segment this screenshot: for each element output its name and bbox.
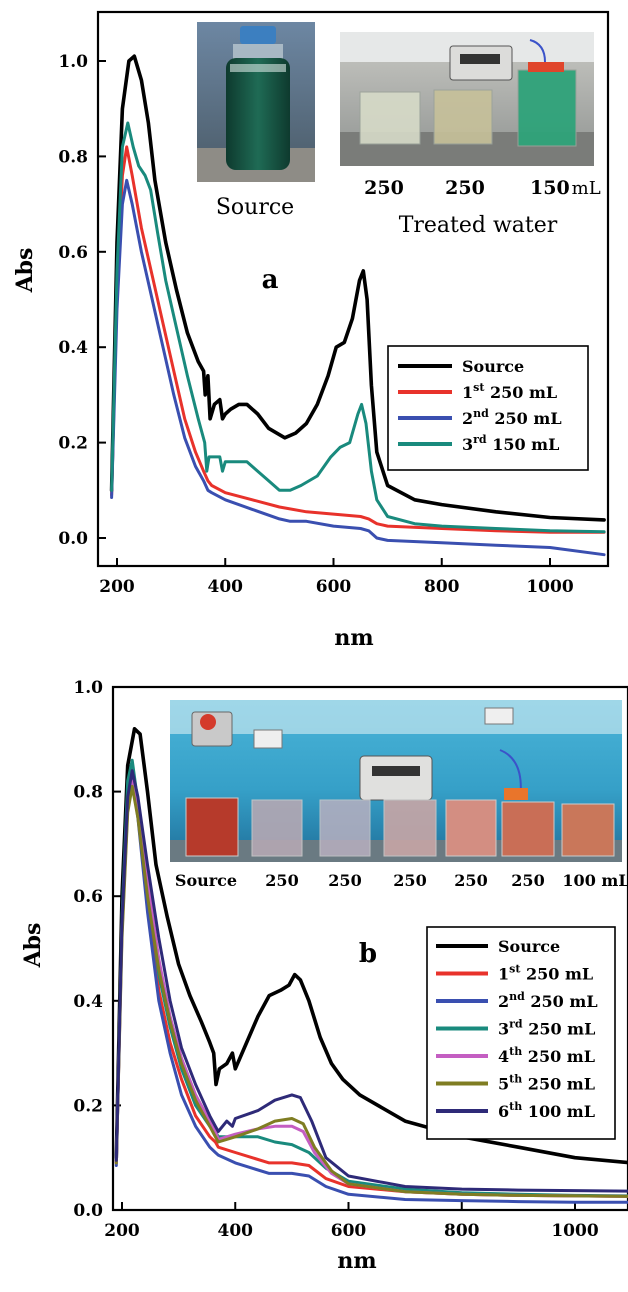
panel-b-axes: 200 400 600 800 1000 0.0 0.2 0.4 0.6 0.8 1.0 Abs nm bbox=[20, 678, 628, 1274]
series-line-2 bbox=[110, 145, 606, 534]
y-tick-label: 0.4 bbox=[73, 992, 103, 1012]
y-tick-label: 0.2 bbox=[73, 1096, 103, 1116]
y-tick-label: 0.0 bbox=[58, 529, 88, 549]
source-bottle-photo bbox=[197, 22, 315, 182]
y-axis-label: Abs bbox=[20, 923, 46, 969]
panel-b-label: b bbox=[359, 939, 377, 969]
y-tick-label: 0.0 bbox=[73, 1201, 103, 1221]
x-axis-label: nm bbox=[334, 625, 373, 651]
series-line-3 bbox=[110, 178, 606, 557]
legend-entry: Source bbox=[498, 937, 560, 956]
inset-beaker-label: 250 bbox=[511, 871, 544, 890]
inset-beaker-label: 250 bbox=[393, 871, 426, 890]
x-tick-label: 600 bbox=[316, 577, 352, 597]
series-line-1 bbox=[109, 54, 606, 522]
x-tick-label: 200 bbox=[99, 577, 135, 597]
inset-beaker-label: 100 mL bbox=[562, 871, 628, 890]
y-tick-label: 0.8 bbox=[58, 147, 88, 167]
treated-water-caption: Treated water bbox=[399, 213, 558, 238]
x-tick-label: 1000 bbox=[526, 577, 573, 597]
series-line-7 bbox=[114, 769, 628, 1193]
y-tick-label: 0.8 bbox=[73, 783, 103, 803]
x-tick-label: 1000 bbox=[551, 1221, 598, 1241]
y-tick-label: 0.2 bbox=[58, 434, 88, 454]
series-line-6 bbox=[114, 784, 628, 1198]
treated-volume-3: 150 mL bbox=[530, 177, 601, 199]
inset-beaker-label: 250 bbox=[454, 871, 487, 890]
y-tick-label: 0.6 bbox=[58, 243, 88, 263]
panel-b-inset-labels: Source 250 250 250 250 250 100 mL bbox=[175, 871, 628, 890]
legend-entry: 4th 250 mL bbox=[498, 1045, 595, 1066]
y-tick-label: 0.4 bbox=[58, 338, 88, 358]
panel-a: 200 400 600 800 1000 0.0 0.2 0.4 0.6 0.8 1.0 Abs nm bbox=[12, 10, 610, 651]
panel-b: 200 400 600 800 10000.00.20.40.60.81.0Absnm … bbox=[20, 678, 628, 1274]
legend-entry: 1st 250 mL bbox=[462, 381, 557, 402]
y-tick-label: 1.0 bbox=[58, 52, 88, 72]
plot-frame bbox=[96, 10, 610, 568]
y-tick-label: 0.6 bbox=[73, 887, 103, 907]
legend-entry: Source bbox=[462, 357, 524, 376]
panel-a-label: a bbox=[262, 265, 279, 295]
panel-b-inset-photo bbox=[170, 700, 622, 862]
y-axis-label: Abs bbox=[12, 248, 38, 294]
inset-beaker-label: 250 bbox=[265, 871, 298, 890]
series-line-1 bbox=[114, 727, 628, 1165]
legend-entry: 2nd 250 mL bbox=[462, 407, 562, 428]
legend-entry: 3rd 150 mL bbox=[462, 433, 559, 454]
panel-a-inset-photos: Source 250 250 150 mL Treated water bbox=[197, 22, 601, 238]
legend-entry: 1st 250 mL bbox=[498, 963, 593, 984]
x-tick-label: 600 bbox=[331, 1221, 367, 1241]
inset-beaker-label: Source bbox=[175, 871, 237, 890]
legend-entry: 2nd 250 mL bbox=[498, 990, 598, 1011]
inset-beaker-label: 250 bbox=[328, 871, 361, 890]
treated-water-photo bbox=[340, 32, 594, 166]
source-caption: Source bbox=[216, 195, 294, 220]
panel-a-legend: Source 1st 250 mL 2nd 250 mL 3rd 150 mL bbox=[387, 345, 589, 471]
x-tick-label: 400 bbox=[218, 1221, 254, 1241]
treated-volume-2: 250 bbox=[445, 177, 485, 199]
x-tick-label: 200 bbox=[104, 1221, 140, 1241]
panel-b-curves bbox=[114, 727, 628, 1204]
x-tick-label: 800 bbox=[444, 1221, 480, 1241]
treated-volume-1: 250 bbox=[364, 177, 404, 199]
y-tick-label: 1.0 bbox=[73, 678, 103, 698]
x-axis-label: nm bbox=[337, 1248, 376, 1274]
series-line-4 bbox=[110, 121, 606, 534]
legend-entry: 6th 100 mL bbox=[498, 1100, 595, 1121]
plot-frame bbox=[111, 685, 628, 1212]
legend-entry: 5th 250 mL bbox=[498, 1073, 595, 1094]
panel-b-legend: Source 1st 250 mL 2nd 250 mL 3rd 250 mL 4th … bbox=[426, 926, 616, 1140]
legend-entry: 3rd 250 mL bbox=[498, 1018, 595, 1039]
x-tick-label: 800 bbox=[424, 577, 460, 597]
panel-a-axes: 200 400 600 800 1000 0.0 0.2 0.4 0.6 0.8 1.0 Abs nm bbox=[12, 10, 610, 651]
panel-a-curves bbox=[109, 54, 606, 557]
x-tick-label: 400 bbox=[208, 577, 244, 597]
